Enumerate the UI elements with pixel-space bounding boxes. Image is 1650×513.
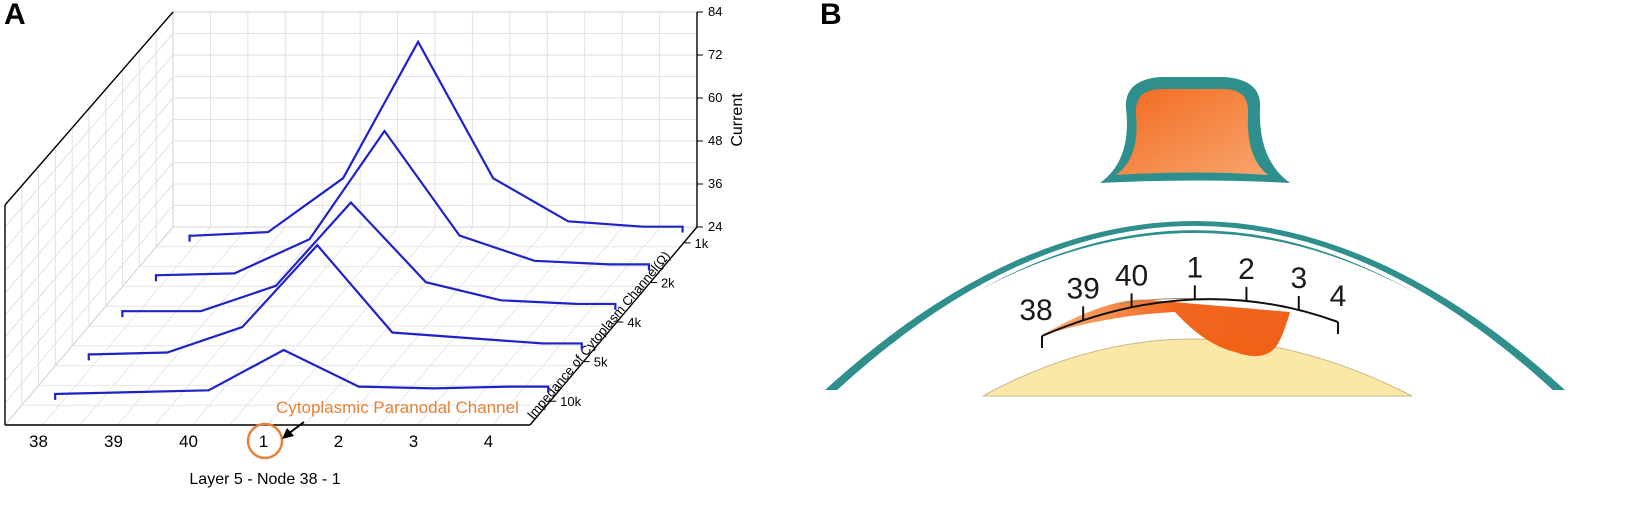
series-lines [54, 39, 684, 400]
node-scale-bracket [1041, 285, 1339, 348]
depth-axis-line [529, 226, 698, 426]
impedance-axis-ticks: 1k 2k 4k 5k 10k [550, 236, 709, 409]
x-tick-label: 38 [29, 432, 48, 451]
x-tick-label: 1 [259, 432, 268, 451]
outer-cytoplasmic-loop [1100, 77, 1290, 183]
back-wall [172, 11, 698, 228]
x-tick-label: 3 [409, 432, 418, 451]
series-line-5k [87, 243, 583, 361]
node-1-highlight-circle [246, 422, 284, 460]
node-label-38: 38 [1019, 294, 1052, 327]
impedance-tick-label: 10k [560, 394, 581, 409]
impedance-tick-label: 5k [594, 355, 608, 370]
x-tick-label: 4 [484, 432, 493, 451]
floor [3, 226, 699, 426]
x-axis-label: Layer 5 - Node 38 - 1 [189, 471, 340, 488]
axon [982, 338, 1413, 397]
series-line-4k [121, 200, 617, 318]
current-tick-label: 60 [708, 90, 722, 105]
left-wall [4, 10, 174, 427]
x-tick-label: 39 [104, 432, 123, 451]
x-tick-label: 2 [334, 432, 343, 451]
node-label-3: 3 [1290, 262, 1307, 295]
node-labels: 38 39 40 1 2 34 [1019, 251, 1346, 327]
series-line-10k [54, 348, 550, 400]
series-line-1k [188, 39, 684, 242]
current-axis-label: Current [729, 93, 746, 147]
x-axis-ticks: 38 39 40 1 2 3 4 [29, 432, 493, 451]
annotation-arrow [282, 421, 305, 439]
annotation-label: Cytoplasmic Paranodal Channel [276, 398, 519, 417]
impedance-tick-label: 1k [695, 236, 709, 251]
node-label-40: 40 [1115, 259, 1148, 292]
series-line-2k [154, 129, 651, 282]
panel-a-chart: A 24 36 48 60 72 84 Current 38 39 40 1 2 3 4 1k 2k 4k… [3, 0, 746, 488]
node-label-39: 39 [1066, 272, 1099, 305]
panel-b-letter: B [820, 0, 842, 31]
current-tick-label: 24 [708, 219, 722, 234]
node-label-2: 2 [1238, 253, 1255, 286]
impedance-axis-label: Impedance of Cytoplasm Channel(Ω) [524, 248, 673, 422]
node-label-1: 1 [1186, 251, 1203, 284]
panel-b-diagram: B 38 39 40 1 2 34 [820, 0, 1565, 397]
node-label-4: 4 [1330, 280, 1347, 313]
panel-a-letter: A [4, 0, 26, 31]
current-tick-label: 84 [708, 4, 722, 19]
top-left-edge [4, 11, 174, 206]
impedance-tick-label: 4k [627, 315, 641, 330]
current-tick-label: 72 [708, 47, 722, 62]
current-tick-label: 48 [708, 133, 722, 148]
impedance-tick-label: 2k [661, 275, 675, 290]
x-tick-label: 40 [179, 432, 198, 451]
current-tick-label: 36 [708, 176, 722, 191]
current-axis-ticks: 24 36 48 60 72 84 [697, 4, 722, 234]
